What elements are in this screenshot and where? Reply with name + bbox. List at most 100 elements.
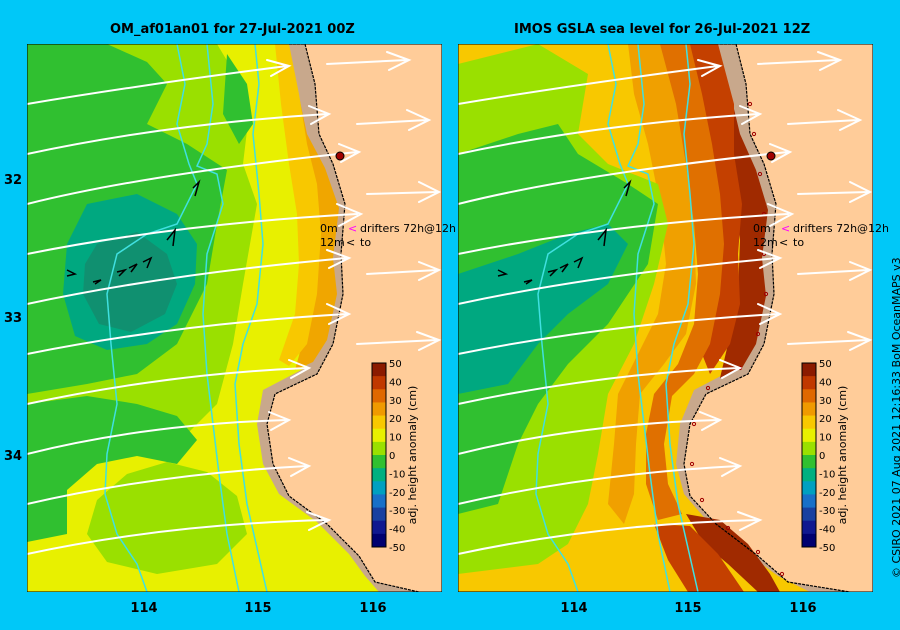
colorbar-tick-label: 20 <box>819 414 832 425</box>
colorbar-tick-label: 30 <box>389 396 402 407</box>
colorbar-swatch <box>802 468 816 482</box>
drifter-legend-12m: 12m <box>753 236 778 249</box>
colorbar-swatch <box>802 441 816 456</box>
lon-label-114-left: 114 <box>130 601 158 616</box>
colorbar-tick-label: 50 <box>389 359 402 370</box>
colorbar-label: adj. height anomaly (cm) <box>836 386 849 525</box>
colorbar-tick-label: 20 <box>389 414 402 425</box>
colorbar-swatch <box>372 428 386 443</box>
colorbar-swatch <box>802 363 816 377</box>
colorbar-label-left: adj. height anomaly (cm) <box>406 386 419 525</box>
bathymetry-contour-3 <box>665 44 699 592</box>
colorbar-tick-labels: 50 40 30 20 10 0 -10 -20 -30 -40 -50 <box>819 359 835 554</box>
colorbar-swatch <box>372 441 386 456</box>
colorbar-tick-label: -20 <box>389 488 405 499</box>
colorbar-swatch <box>802 402 816 417</box>
colorbar-tick-label: -10 <box>819 469 835 480</box>
colorbar-swatch <box>802 533 816 548</box>
lat-label-32: 32 <box>4 173 23 188</box>
colorbar-swatch <box>372 389 386 403</box>
colorbar-tick-label: -50 <box>389 543 405 554</box>
drifter-legend-to: to <box>793 236 804 249</box>
lon-label-115-left: 115 <box>244 601 272 616</box>
colorbar-swatches <box>802 363 816 548</box>
current-vectors <box>27 51 442 555</box>
lon-label-116-right: 116 <box>789 601 817 616</box>
colorbar-swatch <box>372 376 386 390</box>
lon-label-114-right: 114 <box>560 601 588 616</box>
colorbar-tick-label: 10 <box>819 433 832 444</box>
colorbar-swatch <box>372 402 386 417</box>
drifter-legend-12m: 12m <box>320 236 345 249</box>
colorbar-swatch <box>372 533 386 548</box>
colorbar-swatch <box>372 494 386 509</box>
colorbar-swatch <box>802 507 816 522</box>
lon-label-116-left: 116 <box>359 601 387 616</box>
ssh-band-red <box>654 44 744 592</box>
credit-text: © CSIRO 2021 07 Aug 2021 12:16:33 BoM Oc… <box>890 257 900 578</box>
drifter-legend-drifters: drifters 72h@12h <box>793 222 889 235</box>
colorbar-swatch <box>802 376 816 390</box>
colorbar-swatches <box>372 363 386 548</box>
lat-label-34: 34 <box>4 449 23 464</box>
colorbar-label: adj. height anomaly (cm) <box>406 386 419 525</box>
colorbar-left: 50 40 30 20 10 0 -10 -20 -30 -40 -50 <box>371 359 405 554</box>
drifter-legend-magenta-arrow: < <box>781 222 790 235</box>
panel-left-title: OM_af01an01 for 27-Jul-2021 00Z <box>110 22 355 37</box>
colorbar-tick-labels: 50 40 30 20 10 0 -10 -20 -30 -40 -50 <box>389 359 405 554</box>
colorbar-tick-label: 0 <box>389 451 395 462</box>
colorbar-tick-label: -30 <box>389 506 405 517</box>
colorbar-swatch <box>802 481 816 495</box>
ssh-band-dark-green <box>458 224 628 394</box>
bathymetry-contour-3 <box>234 44 268 592</box>
drifter-tracks <box>497 179 632 285</box>
bathymetry-contour-2 <box>626 44 671 592</box>
current-vectors <box>458 51 873 555</box>
colorbar-swatch <box>372 468 386 482</box>
colorbar-tick-label: -10 <box>389 469 405 480</box>
colorbar-swatch <box>372 507 386 522</box>
colorbar-tick-label: 0 <box>819 451 825 462</box>
colorbar-swatch <box>802 494 816 509</box>
drifter-legend-to: to <box>360 236 371 249</box>
ssh-band-orange <box>289 78 339 370</box>
drifter-legend-drifters: drifters 72h@12h <box>360 222 456 235</box>
colorbar-tick-label: 30 <box>819 396 832 407</box>
coastline <box>683 44 851 592</box>
bathymetry-contour-2 <box>195 44 240 592</box>
colorbar-tick-label: 40 <box>819 377 832 388</box>
lon-label-115-right: 115 <box>674 601 702 616</box>
colorbar-swatch <box>372 363 386 377</box>
colorbar-tick-label: 40 <box>389 377 402 388</box>
colorbar-tick-label: -40 <box>819 525 835 536</box>
drifter-legend-0m: 0m <box>320 222 338 235</box>
colorbar-swatch <box>802 389 816 403</box>
drifter-legend-magenta-arrow: < <box>348 222 357 235</box>
colorbar-swatch <box>802 415 816 430</box>
coastline <box>266 44 420 592</box>
drifter-legend-0m: 0m <box>753 222 771 235</box>
ssh-band-orange <box>646 44 724 520</box>
colorbar-tick-label: -40 <box>389 525 405 536</box>
bathymetry-contour-1 <box>535 44 629 592</box>
colorbar-tick-label: 10 <box>389 433 402 444</box>
colorbar-tick-label: -30 <box>819 506 835 517</box>
colorbar-label-right: adj. height anomaly (cm) <box>836 386 849 525</box>
bathymetry-contour-1 <box>104 44 198 592</box>
colorbar-tick-label: -20 <box>819 488 835 499</box>
ssh-band-yellow <box>275 44 321 366</box>
colorbar-swatch <box>802 455 816 469</box>
colorbar-swatch <box>372 520 386 535</box>
drifter-legend-left: 0m < drifters 72h@12h 12m < to <box>320 222 456 249</box>
drifter-legend-black-arrow: < <box>779 236 788 249</box>
drifter-legend-right: 0m < drifters 72h@12h 12m < to <box>753 222 889 249</box>
coastal-station-marker <box>766 151 776 161</box>
coastal-observation-dots <box>689 101 785 577</box>
colorbar-tick-label: 50 <box>819 359 832 370</box>
ssh-core <box>83 232 177 332</box>
panel-right-title: IMOS GSLA sea level for 26-Jul-2021 12Z <box>514 22 811 37</box>
colorbar-tick-label: -50 <box>819 543 835 554</box>
colorbar-swatch <box>802 428 816 443</box>
ssh-band-light-orange <box>608 44 696 524</box>
colorbar-swatch <box>372 415 386 430</box>
